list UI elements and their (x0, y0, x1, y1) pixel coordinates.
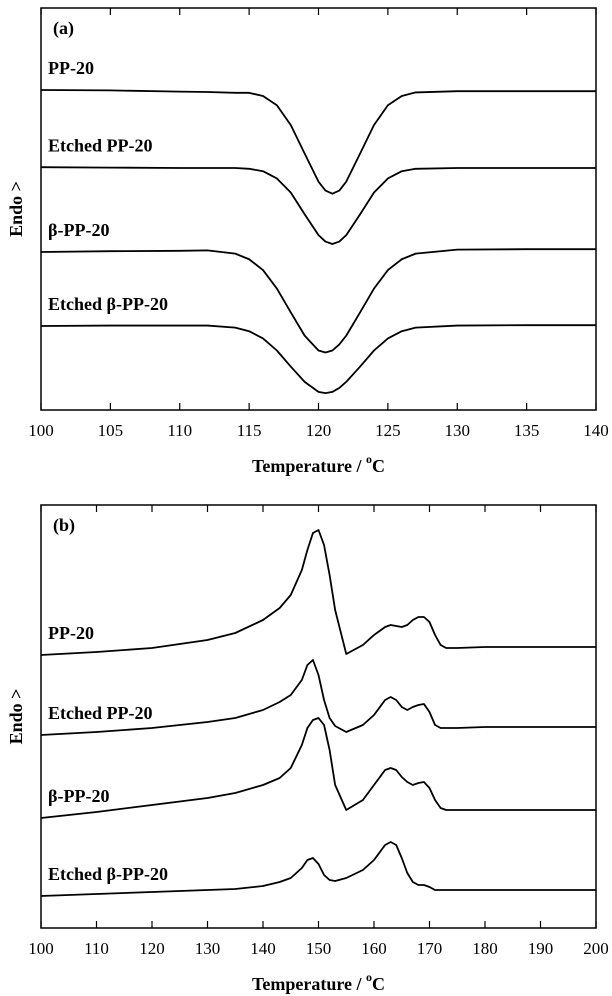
curve (40, 324, 596, 395)
x-tick-label: 115 (237, 421, 262, 440)
curve (40, 166, 596, 245)
x-tick-label: 110 (84, 939, 109, 958)
x-tick-label: 125 (375, 421, 401, 440)
x-tick-label: 120 (306, 421, 332, 440)
x-tick-label: 140 (583, 421, 609, 440)
curve (40, 841, 596, 897)
x-axis-label-sup: o (366, 452, 372, 466)
series-label: PP-20 (48, 58, 94, 78)
x-tick-label: 100 (28, 939, 54, 958)
series-label: Etched β-PP-20 (48, 864, 168, 884)
x-tick-label: 160 (361, 939, 387, 958)
curve (40, 717, 596, 819)
x-tick-label: 150 (306, 939, 332, 958)
panel-label: (b) (53, 515, 75, 536)
series-label: Etched PP-20 (48, 135, 152, 155)
x-tick-label: 135 (514, 421, 540, 440)
curve (40, 89, 596, 195)
x-axis-label-unit: C (372, 974, 385, 994)
series-label: Etched β-PP-20 (48, 294, 168, 314)
series-label: Etched PP-20 (48, 703, 152, 723)
curve (40, 248, 596, 354)
panel-label: (a) (53, 18, 74, 39)
series-label: β-PP-20 (48, 220, 109, 240)
x-tick-label: 200 (583, 939, 609, 958)
x-axis-label-text: Temperature / (252, 456, 366, 476)
curve (40, 659, 596, 736)
y-axis-label: Endo > (6, 689, 26, 745)
x-axis-label-sup: o (366, 970, 372, 984)
y-axis-label: Endo > (6, 181, 26, 237)
x-tick-label: 130 (195, 939, 221, 958)
x-axis-label: Temperature / oC (252, 452, 385, 476)
x-tick-label: 110 (167, 421, 192, 440)
x-tick-label: 120 (139, 939, 165, 958)
x-tick-label: 100 (28, 421, 54, 440)
x-axis-label: Temperature / oC (252, 970, 385, 994)
x-tick-label: 170 (417, 939, 443, 958)
x-axis-label-unit: C (372, 456, 385, 476)
x-tick-label: 105 (98, 421, 124, 440)
x-tick-label: 190 (528, 939, 554, 958)
x-axis-label-text: Temperature / (252, 974, 366, 994)
curve (40, 529, 596, 656)
series-label: β-PP-20 (48, 786, 109, 806)
x-tick-label: 130 (445, 421, 471, 440)
x-tick-label: 180 (472, 939, 498, 958)
series-label: PP-20 (48, 623, 94, 643)
x-tick-label: 140 (250, 939, 276, 958)
